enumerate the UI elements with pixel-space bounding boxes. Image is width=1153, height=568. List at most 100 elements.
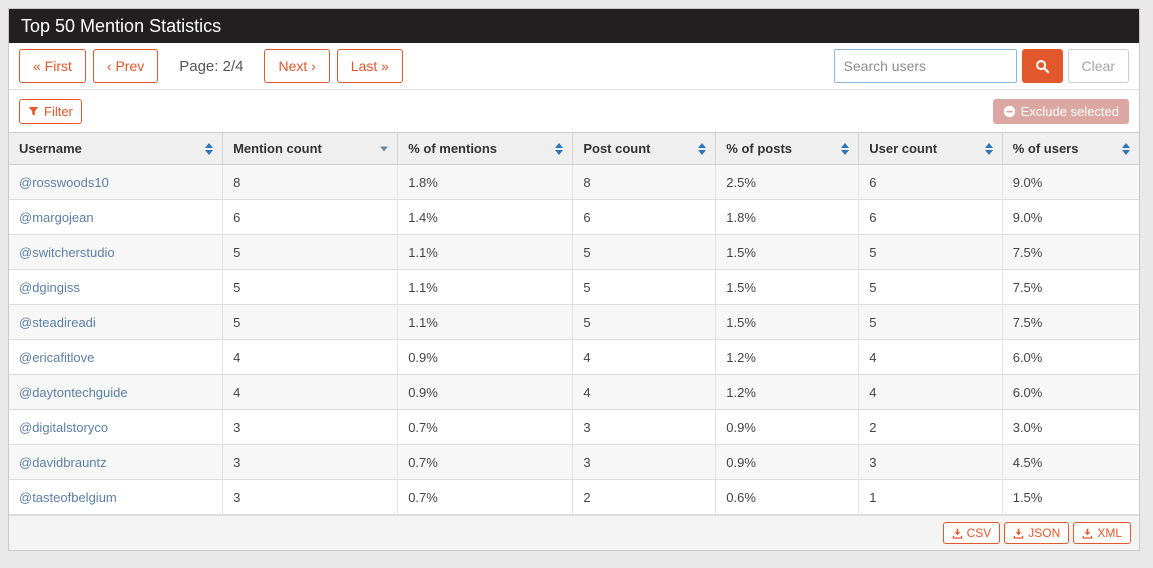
table-cell: 7.5% <box>1002 234 1139 270</box>
username-link[interactable]: @switcherstudio <box>19 244 115 260</box>
table-cell: 3 <box>858 444 1003 480</box>
table-cell: 8 <box>572 164 717 200</box>
minus-circle-icon <box>1003 105 1016 118</box>
table-cell: 4 <box>222 339 399 375</box>
column-header-of-users[interactable]: % of users <box>1002 132 1139 165</box>
export-toolbar: CSV JSON XML <box>9 515 1139 550</box>
username-link[interactable]: @davidbrauntz <box>19 454 107 470</box>
column-header-user-count[interactable]: User count <box>858 132 1003 165</box>
table-cell: 6 <box>858 199 1003 235</box>
table-cell: 0.9% <box>715 409 860 445</box>
toolbar: « First ‹ Prev Page: 2/4 Next › Last » C… <box>9 43 1139 90</box>
table-body: @rosswoods10 8 1.8% 8 2.5% 6 9.0% @margojean 6 1.… <box>9 164 1139 515</box>
exclude-selected-button[interactable]: Exclude selected <box>992 98 1129 124</box>
table-cell: 5 <box>858 269 1003 305</box>
column-header-of-mentions[interactable]: % of mentions <box>397 132 574 165</box>
table-cell: 1.2% <box>715 339 860 375</box>
table-cell: 6.0% <box>1002 339 1139 375</box>
username-cell: @dgingiss <box>9 269 224 305</box>
last-page-button[interactable]: Last » <box>336 49 403 83</box>
filter-button[interactable]: Filter <box>19 98 82 124</box>
table-row: @davidbrauntz 3 0.7% 3 0.9% 3 4.5% <box>9 444 1139 480</box>
username-cell: @ericafitlove <box>9 339 224 375</box>
table-cell: 3 <box>572 444 717 480</box>
column-header-mention-count[interactable]: Mention count <box>222 132 399 165</box>
table-cell: 5 <box>858 234 1003 270</box>
first-page-button[interactable]: « First <box>19 49 86 83</box>
export-json-label: JSON <box>1028 526 1061 540</box>
table-row: @tasteofbelgium 3 0.7% 2 0.6% 1 1.5% <box>9 479 1139 515</box>
table-cell: 0.9% <box>397 374 574 410</box>
page-indicator: Page: 2/4 <box>179 57 244 75</box>
export-xml-button[interactable]: XML <box>1073 522 1131 544</box>
column-header-of-posts[interactable]: % of posts <box>715 132 860 165</box>
next-page-button[interactable]: Next › <box>264 49 330 83</box>
table-row: @switcherstudio 5 1.1% 5 1.5% 5 7.5% <box>9 234 1139 270</box>
username-link[interactable]: @margojean <box>19 209 94 225</box>
table-header-row: Username Mention count % of mentions Post c… <box>9 132 1139 165</box>
table-cell: 5 <box>858 304 1003 340</box>
username-cell: @margojean <box>9 199 224 235</box>
table-cell: 4 <box>858 374 1003 410</box>
table-cell: 0.6% <box>715 479 860 515</box>
table-cell: 0.7% <box>397 409 574 445</box>
table-cell: 1.5% <box>1002 479 1139 515</box>
column-label: Username <box>19 141 82 156</box>
table-cell: 6 <box>572 199 717 235</box>
table-cell: 5 <box>222 304 399 340</box>
table-cell: 7.5% <box>1002 304 1139 340</box>
table-cell: 1.5% <box>715 234 860 270</box>
table-cell: 5 <box>222 234 399 270</box>
exclude-selected-label: Exclude selected <box>1020 103 1119 119</box>
export-json-button[interactable]: JSON <box>1004 522 1070 544</box>
username-link[interactable]: @steadireadi <box>19 314 96 330</box>
username-cell: @digitalstoryco <box>9 409 224 445</box>
table-cell: 5 <box>572 234 717 270</box>
prev-page-button[interactable]: ‹ Prev <box>92 49 159 83</box>
sort-both-icon <box>205 142 214 155</box>
table-row: @margojean 6 1.4% 6 1.8% 6 9.0% <box>9 199 1139 235</box>
column-label: % of users <box>1012 141 1079 156</box>
pagination: « First ‹ Prev Page: 2/4 Next › Last » <box>19 49 403 83</box>
clear-search-button[interactable]: Clear <box>1067 49 1129 83</box>
table-row: @digitalstoryco 3 0.7% 3 0.9% 2 3.0% <box>9 409 1139 445</box>
sort-desc-icon <box>380 146 389 151</box>
table-cell: 5 <box>572 304 717 340</box>
table-cell: 3 <box>572 409 717 445</box>
table-cell: 1 <box>858 479 1003 515</box>
table-cell: 3 <box>222 444 399 480</box>
filter-row: Filter Exclude selected <box>9 90 1139 132</box>
page-title: Top 50 Mention Statistics <box>9 9 1139 43</box>
search-icon <box>1035 59 1050 74</box>
table-row: @daytontechguide 4 0.9% 4 1.2% 4 6.0% <box>9 374 1139 410</box>
filter-button-label: Filter <box>44 103 73 119</box>
table-cell: 2 <box>572 479 717 515</box>
table-cell: 1.5% <box>715 304 860 340</box>
column-header-username[interactable]: Username <box>9 132 224 165</box>
search-button[interactable] <box>1021 49 1063 83</box>
username-cell: @daytontechguide <box>9 374 224 410</box>
table-cell: 1.2% <box>715 374 860 410</box>
table-cell: 4 <box>572 374 717 410</box>
username-link[interactable]: @rosswoods10 <box>19 174 109 190</box>
table-cell: 1.1% <box>397 234 574 270</box>
table-cell: 6.0% <box>1002 374 1139 410</box>
table-cell: 9.0% <box>1002 164 1139 200</box>
table-cell: 1.1% <box>397 269 574 305</box>
username-link[interactable]: @tasteofbelgium <box>19 489 117 505</box>
username-link[interactable]: @ericafitlove <box>19 349 95 365</box>
table-cell: 1.5% <box>715 269 860 305</box>
username-link[interactable]: @daytontechguide <box>19 384 128 400</box>
search-bar: Clear <box>833 49 1129 83</box>
table-cell: 4 <box>222 374 399 410</box>
table-cell: 2 <box>858 409 1003 445</box>
export-csv-button[interactable]: CSV <box>942 522 1001 544</box>
table-cell: 3 <box>222 479 399 515</box>
search-input[interactable] <box>833 49 1017 83</box>
username-link[interactable]: @digitalstoryco <box>19 419 109 435</box>
sort-both-icon <box>984 142 993 155</box>
username-link[interactable]: @dgingiss <box>19 279 80 295</box>
column-header-post-count[interactable]: Post count <box>572 132 717 165</box>
table-row: @steadireadi 5 1.1% 5 1.5% 5 7.5% <box>9 304 1139 340</box>
table-cell: 0.9% <box>715 444 860 480</box>
